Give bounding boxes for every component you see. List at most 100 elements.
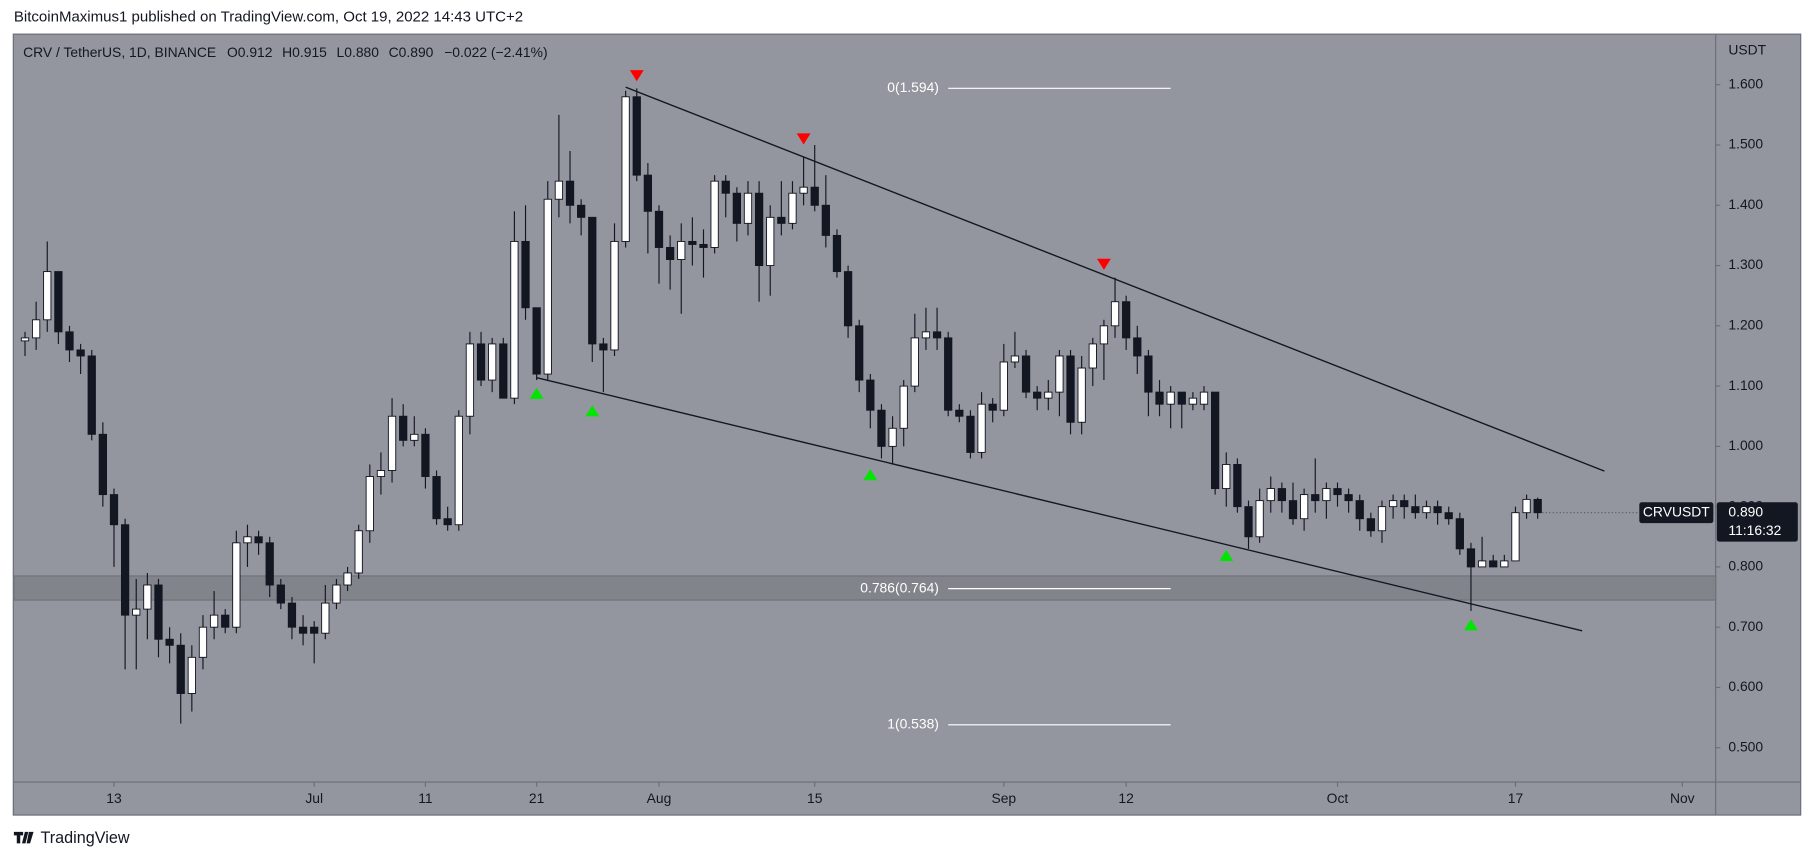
- y-tick-label: 1.600: [1728, 75, 1763, 91]
- candle-body: [298, 626, 308, 634]
- marker-up: [1464, 619, 1478, 631]
- y-tick-label: 1.400: [1728, 196, 1763, 212]
- candle-body: [1444, 512, 1453, 520]
- candle-body: [176, 644, 185, 694]
- candle-body: [610, 240, 619, 351]
- candle-body: [376, 470, 386, 477]
- x-tick-label: Jul: [305, 790, 323, 806]
- trendline: [625, 86, 1605, 472]
- candle-body: [1277, 488, 1287, 502]
- marker-up: [529, 387, 544, 399]
- candle-body: [788, 192, 797, 224]
- candle-body: [1177, 391, 1186, 405]
- candle-body: [1033, 391, 1042, 399]
- candle-body: [1122, 301, 1131, 339]
- candle-body: [1244, 506, 1253, 538]
- candle-body: [1355, 500, 1364, 520]
- candle-body: [221, 614, 230, 628]
- candle-body: [866, 379, 875, 411]
- marker-up: [585, 405, 600, 417]
- candle-body: [977, 403, 986, 453]
- candle-body: [365, 476, 374, 532]
- candle-body: [654, 210, 664, 248]
- candle-body: [1477, 560, 1487, 568]
- candle-body: [287, 602, 297, 628]
- candle-body: [43, 271, 52, 321]
- candle-body: [855, 325, 864, 381]
- candle-body: [1322, 488, 1331, 502]
- candle-body: [332, 584, 341, 604]
- candle-body: [921, 331, 931, 339]
- candle-body: [232, 542, 241, 628]
- candle-body: [1422, 506, 1431, 514]
- plot: 0(1.594) 0.786(0.764) 1(0.538): [13, 70, 1717, 732]
- x-tick-label: 12: [1118, 790, 1134, 806]
- candle-body: [588, 216, 597, 345]
- y-tick-label: 0.500: [1728, 738, 1763, 754]
- candle-body: [1077, 367, 1086, 423]
- candle-body: [1489, 560, 1498, 568]
- candle-body: [832, 234, 842, 273]
- y-tick-label: 0.800: [1728, 558, 1763, 574]
- candle-body: [310, 626, 319, 634]
- candle-body: [1522, 498, 1531, 514]
- candle-body: [31, 319, 41, 339]
- candle-body: [543, 198, 552, 375]
- candle-body: [143, 584, 152, 610]
- y-tick-label: 1.000: [1728, 437, 1763, 453]
- marker-down: [1096, 258, 1111, 270]
- candle-body: [1288, 500, 1298, 520]
- candle-body: [488, 343, 497, 381]
- candle-body: [387, 415, 397, 471]
- candle-body: [1533, 498, 1542, 514]
- candle-body: [1511, 512, 1520, 562]
- candle-body: [120, 524, 130, 616]
- header: BitcoinMaximus1 published on TradingView…: [14, 8, 523, 25]
- candle-body: [20, 337, 30, 342]
- candle-body: [732, 192, 741, 224]
- o-label: O: [227, 44, 238, 60]
- candle-body: [1388, 500, 1398, 508]
- candle-body: [1211, 391, 1220, 490]
- fib-label: 0(1.594): [887, 79, 939, 95]
- candle-body: [343, 572, 352, 586]
- candle-body: [465, 343, 475, 417]
- candle-body: [499, 343, 508, 399]
- candle-body: [1021, 355, 1031, 393]
- candle-body: [1133, 337, 1142, 357]
- candle-body: [1433, 506, 1442, 514]
- x-tick-label: 13: [106, 790, 122, 806]
- candle-body: [432, 476, 441, 520]
- candle-body: [799, 186, 808, 194]
- legend: CRV / TetherUS, 1D, BINANCE O0.912 H0.91…: [23, 44, 547, 60]
- marker-down: [629, 70, 644, 82]
- y-tick-label: 1.200: [1728, 316, 1763, 332]
- candle-body: [87, 355, 96, 435]
- candle-body: [843, 271, 853, 327]
- candle-body: [1010, 355, 1020, 363]
- c-label: C: [389, 44, 399, 60]
- candle-body: [932, 331, 942, 339]
- candle-body: [1311, 494, 1320, 502]
- candle-body: [1144, 355, 1153, 393]
- y-tick-label: 1.300: [1728, 256, 1763, 272]
- candle-body: [910, 337, 919, 387]
- candle-body: [810, 186, 819, 206]
- candle-body: [599, 343, 608, 351]
- candle-body: [1377, 506, 1387, 532]
- price-tag-price: 0.890: [1728, 503, 1763, 519]
- marker-up: [863, 469, 878, 481]
- candle-body: [999, 361, 1008, 411]
- candle-body: [988, 403, 997, 411]
- symbol: CRV / TetherUS, 1D, BINANCE: [23, 44, 216, 60]
- h-label: H: [282, 44, 292, 60]
- candle-body: [1366, 518, 1375, 532]
- l-label: L: [337, 44, 345, 60]
- y-tick-label: 0.700: [1728, 618, 1763, 634]
- candle-body: [254, 536, 263, 544]
- candle-body: [421, 433, 430, 477]
- candle-body: [1044, 391, 1053, 399]
- candle-body: [1333, 488, 1342, 496]
